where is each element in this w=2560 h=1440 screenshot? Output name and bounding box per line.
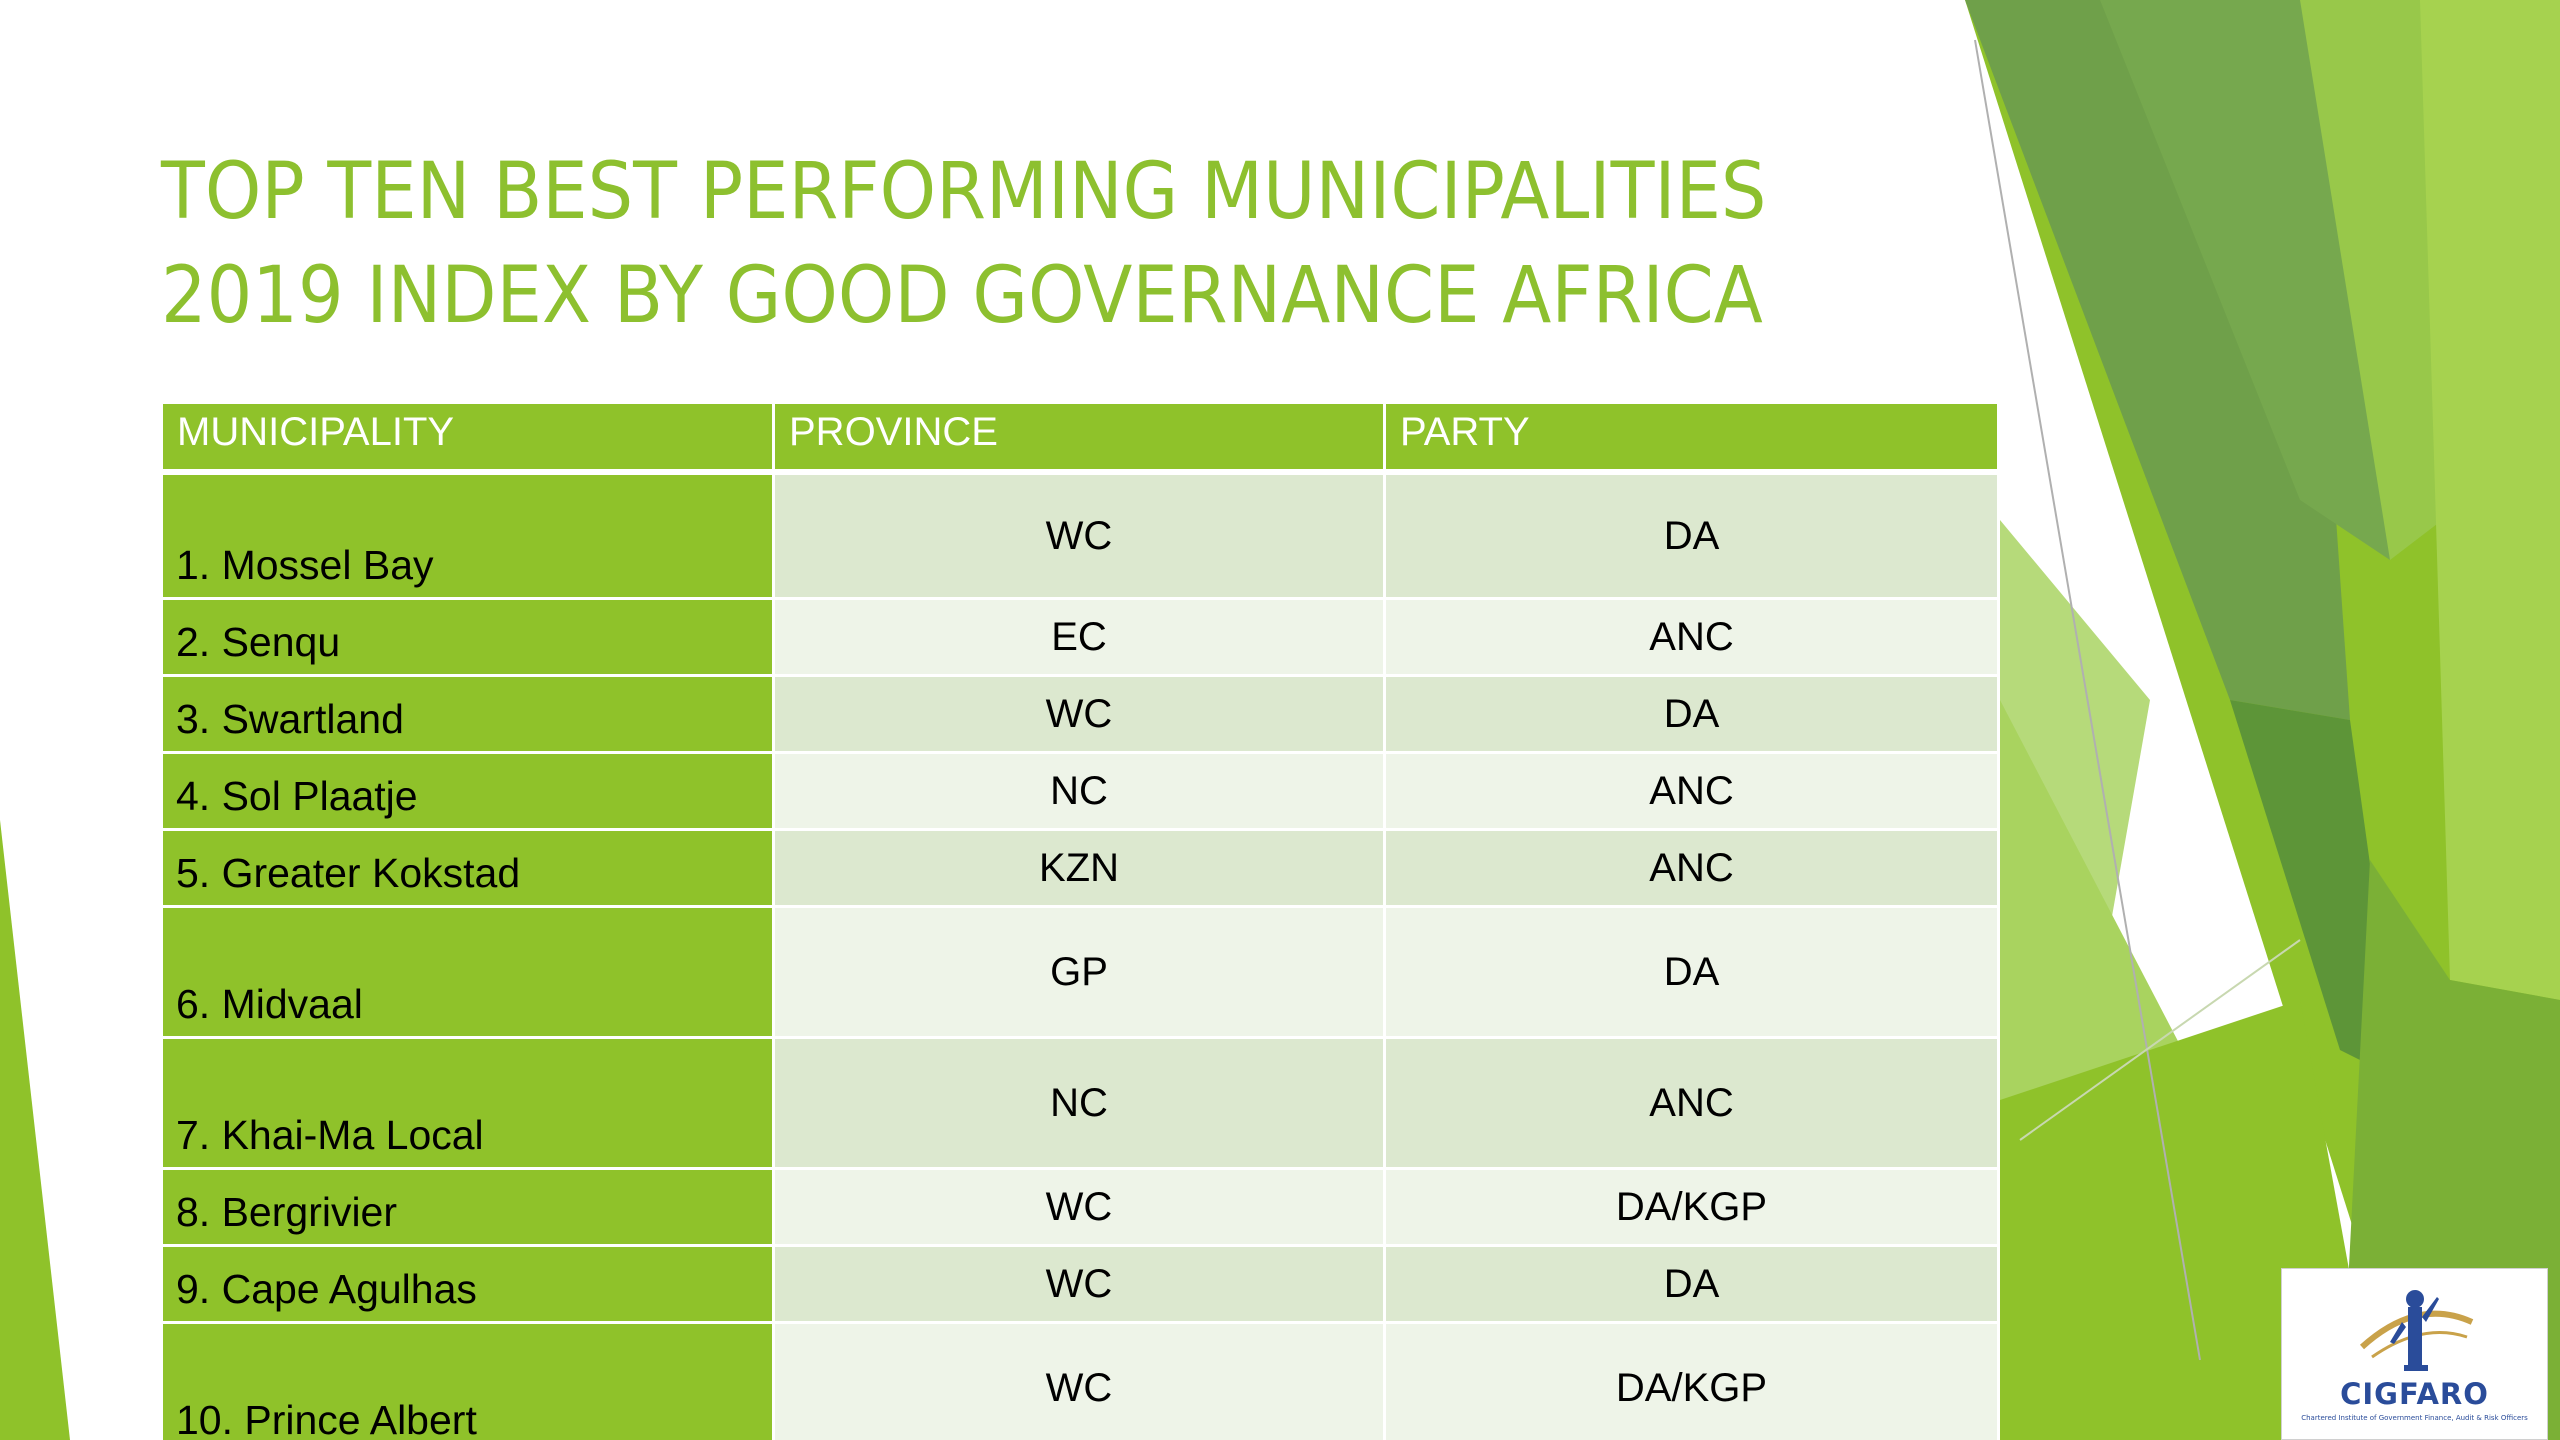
column-header-province: PROVINCE [775,404,1386,475]
province-cell: EC [775,600,1386,677]
province-cell: WC [775,1170,1386,1247]
province-cell: GP [775,908,1386,1039]
table-row: 1. Mossel Bay WC DA [163,475,1997,600]
municipality-cell: 3. Swartland [163,677,775,754]
column-header-municipality: MUNICIPALITY [163,404,775,475]
party-cell: DA/KGP [1386,1170,1997,1247]
slide-title-line-1: TOP TEN BEST PERFORMING MUNICIPALITIES [161,147,1767,237]
province-cell: WC [775,1324,1386,1440]
municipality-cell: 9. Cape Agulhas [163,1247,775,1324]
table-header-row: MUNICIPALITY PROVINCE PARTY [163,404,1997,475]
municipality-cell: 1. Mossel Bay [163,475,775,600]
municipality-cell: 10. Prince Albert [163,1324,775,1440]
table-row: 2. Senqu EC ANC [163,600,1997,677]
province-cell: WC [775,1247,1386,1324]
party-cell: ANC [1386,754,1997,831]
party-cell: DA [1386,908,1997,1039]
party-cell: ANC [1386,1039,1997,1170]
municipalities-table: MUNICIPALITY PROVINCE PARTY 1. Mossel Ba… [163,404,1997,1440]
table-row: 7. Khai-Ma Local NC ANC [163,1039,1997,1170]
province-cell: WC [775,677,1386,754]
slide-title: TOP TEN BEST PERFORMING MUNICIPALITIES 2… [161,140,1766,348]
cigfaro-emblem-icon [2359,1290,2474,1371]
party-cell: DA [1386,1247,1997,1324]
table-row: 3. Swartland WC DA [163,677,1997,754]
party-cell: DA [1386,677,1997,754]
municipality-cell: 8. Bergrivier [163,1170,775,1247]
cigfaro-logo: CIGFARO Chartered Institute of Governmen… [2281,1268,2548,1440]
party-cell: DA [1386,475,1997,600]
cigfaro-logo-tagline: Chartered Institute of Government Financ… [2301,1414,2528,1422]
right-facet-dark-3 [2230,700,2400,1080]
province-cell: KZN [775,831,1386,908]
thin-diagonal-line-1 [1974,39,2201,1361]
right-facet-light-2 [2420,0,2560,1000]
party-cell: ANC [1386,600,1997,677]
right-facet-dark-2 [2100,0,2390,560]
party-cell: ANC [1386,831,1997,908]
municipality-cell: 4. Sol Plaatje [163,754,775,831]
municipality-cell: 6. Midvaal [163,908,775,1039]
table-row: 4. Sol Plaatje NC ANC [163,754,1997,831]
province-cell: WC [775,475,1386,600]
table-row: 8. Bergrivier WC DA/KGP [163,1170,1997,1247]
table-row: 5. Greater Kokstad KZN ANC [163,831,1997,908]
left-edge-shape [0,820,70,1440]
province-cell: NC [775,754,1386,831]
table-row: 6. Midvaal GP DA [163,908,1997,1039]
province-cell: NC [775,1039,1386,1170]
column-header-party: PARTY [1386,404,1997,475]
municipality-cell: 2. Senqu [163,600,775,677]
municipality-cell: 7. Khai-Ma Local [163,1039,775,1170]
table-row: 9. Cape Agulhas WC DA [163,1247,1997,1324]
municipality-cell: 5. Greater Kokstad [163,831,775,908]
thin-diagonal-line-2 [2019,939,2301,1141]
slide-title-line-2: 2019 INDEX BY GOOD GOVERNANCE AFRICA [161,251,1763,341]
cigfaro-logo-text: CIGFARO [2340,1377,2489,1411]
table-row: 10. Prince Albert WC DA/KGP [163,1324,1997,1440]
party-cell: DA/KGP [1386,1324,1997,1440]
